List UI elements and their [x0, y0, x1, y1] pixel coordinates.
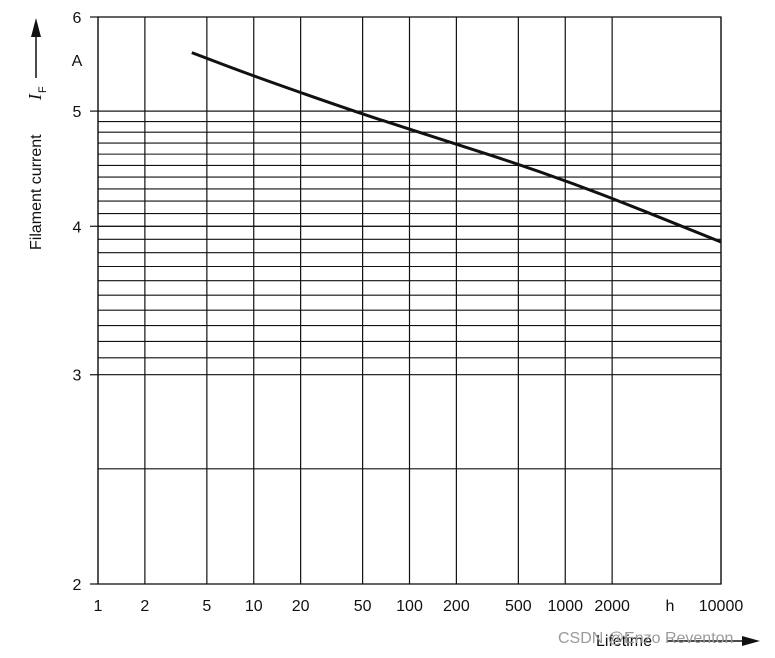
watermark: CSDN @Enzo Reventon	[558, 630, 734, 647]
y-tick-label: 5	[73, 104, 82, 121]
x-tick-label: 200	[443, 598, 470, 615]
x-tick-label: 50	[354, 598, 372, 615]
x-tick-label: 10	[245, 598, 263, 615]
x-tick-label: 1000	[547, 598, 583, 615]
x-tick-label: 2	[140, 598, 149, 615]
x-tick-label: 100	[396, 598, 423, 615]
x-tick-label: 10000	[699, 598, 744, 615]
x-unit-label: h	[666, 598, 675, 615]
y-axis-label: Filament current	[28, 134, 45, 250]
plot-frame	[97, 16, 722, 585]
series-curve	[191, 51, 722, 244]
x-axis-label: Lifetime	[596, 633, 652, 650]
y-tick-label: 4	[73, 219, 82, 236]
y-unit-label: A	[72, 53, 83, 70]
grid	[97, 17, 722, 584]
y-tick-label: 6	[73, 10, 82, 27]
y-tick-label: 3	[73, 368, 82, 385]
y-axis-arrow-icon	[31, 18, 41, 37]
x-tick-label: 5	[202, 598, 211, 615]
x-tick-labels: 1 2 5 10 20 50 100 200 500 1000 2000 10000	[94, 598, 744, 615]
y-tick-label: 2	[73, 577, 82, 594]
y-axis-symbol: I	[25, 93, 45, 101]
x-axis-arrow-icon	[742, 636, 760, 646]
x-tick-label: 2000	[594, 598, 630, 615]
y-axis-subscript: F	[37, 86, 49, 93]
y-tick-labels: 2 3 4 5 6	[73, 10, 98, 594]
x-tick-label: 1	[94, 598, 103, 615]
x-tick-label: 20	[292, 598, 310, 615]
y-axis-title: Filament current I F	[25, 18, 49, 250]
x-tick-label: 500	[505, 598, 532, 615]
